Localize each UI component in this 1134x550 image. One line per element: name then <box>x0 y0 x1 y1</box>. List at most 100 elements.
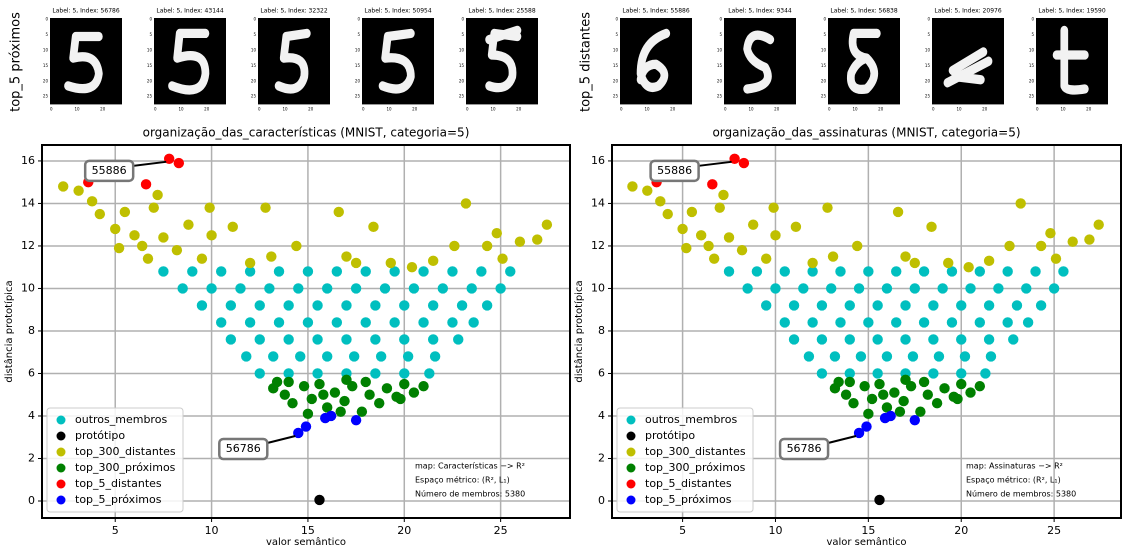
thumb-x-tick: 10 <box>282 106 288 111</box>
point <box>303 317 313 327</box>
point <box>318 390 328 400</box>
y-tick-label: 8 <box>28 324 35 337</box>
point <box>87 196 97 206</box>
point <box>274 266 284 276</box>
thumb-y-tick: 5 <box>615 32 618 37</box>
thumb-y-tick: 15 <box>613 63 619 68</box>
thumb-x-tick: 10 <box>1060 106 1066 111</box>
point <box>447 266 457 276</box>
legend-marker <box>627 464 636 473</box>
point <box>129 230 139 240</box>
point <box>835 266 845 276</box>
point <box>696 230 706 240</box>
point <box>303 266 313 276</box>
point <box>158 232 168 242</box>
point <box>418 317 428 327</box>
legend-label: top_300_distantes <box>75 445 176 458</box>
thumb-y-tick: 10 <box>925 47 931 52</box>
thumb-y-tick: 0 <box>149 17 152 22</box>
point <box>863 409 873 419</box>
point <box>235 283 245 293</box>
thumb-y-tick: 25 <box>613 94 619 99</box>
info-text: Espaço métrico: (R², L₁) <box>966 475 1061 485</box>
thumb-y-tick: 25 <box>459 94 465 99</box>
point <box>1045 228 1055 238</box>
thumb-title: Label: 5, Index: 19590 <box>1038 8 1105 15</box>
thumb-x-tick: 20 <box>516 106 522 111</box>
thumb-x-tick: 0 <box>154 106 157 111</box>
legend-label: top_5_próximos <box>75 493 162 506</box>
point <box>885 411 895 421</box>
point <box>152 190 162 200</box>
thumb-y-tick: 10 <box>147 47 153 52</box>
point <box>395 394 405 404</box>
point <box>770 283 780 293</box>
point <box>956 300 966 310</box>
thumb-y-tick: 15 <box>459 63 465 68</box>
point <box>780 266 790 276</box>
point <box>376 351 386 361</box>
point <box>830 351 840 361</box>
point <box>956 379 966 389</box>
point <box>174 158 184 168</box>
point <box>891 266 901 276</box>
thumb-y-tick: 25 <box>1029 94 1035 99</box>
point <box>910 415 920 425</box>
point <box>245 317 255 327</box>
thumb-y-tick: 15 <box>251 63 257 68</box>
point <box>532 234 542 244</box>
point <box>274 317 284 327</box>
thumb-x-tick: 10 <box>490 106 496 111</box>
thumb-y-tick: 10 <box>459 47 465 52</box>
x-tick-label: 25 <box>494 524 508 537</box>
point <box>380 283 390 293</box>
thumb-y-tick: 0 <box>927 17 930 22</box>
point <box>428 256 438 266</box>
point <box>312 368 322 378</box>
point <box>748 220 758 230</box>
thumb-y-tick: 10 <box>613 47 619 52</box>
point <box>1068 237 1078 247</box>
thumb-x-tick: 20 <box>100 106 106 111</box>
point <box>341 251 351 261</box>
x-tick-label: 20 <box>397 524 411 537</box>
thumb-x-tick: 0 <box>620 106 623 111</box>
point <box>438 283 448 293</box>
point <box>900 300 910 310</box>
point <box>268 351 278 361</box>
thumb-y-tick: 20 <box>251 78 257 83</box>
y-tick-label: 10 <box>21 281 35 294</box>
point <box>807 258 817 268</box>
thumb-x-tick: 20 <box>412 106 418 111</box>
point <box>642 185 652 195</box>
legend-marker <box>57 464 66 473</box>
thumb-y-tick: 20 <box>717 78 723 83</box>
legend-label: protótipo <box>75 429 125 442</box>
point <box>910 283 920 293</box>
point <box>283 377 293 387</box>
thumb-y-tick: 0 <box>719 17 722 22</box>
point <box>863 266 873 276</box>
point <box>780 317 790 327</box>
point <box>330 387 340 397</box>
point <box>58 181 68 191</box>
point <box>919 266 929 276</box>
x-axis-label: valor semântico <box>266 536 346 548</box>
point <box>137 241 147 251</box>
point <box>374 398 384 408</box>
point <box>960 351 970 361</box>
annotation-text: 56786 <box>787 442 822 455</box>
point <box>761 254 771 264</box>
legend-label: top_5_distantes <box>645 477 732 490</box>
point <box>761 300 771 310</box>
point <box>110 224 120 234</box>
point <box>177 283 187 293</box>
point <box>709 254 719 264</box>
point <box>428 300 438 310</box>
thumb-x-tick: 0 <box>932 106 935 111</box>
point <box>975 381 985 391</box>
point <box>874 379 884 389</box>
point <box>461 198 471 208</box>
point <box>332 266 342 276</box>
thumb-y-tick: 15 <box>355 63 361 68</box>
